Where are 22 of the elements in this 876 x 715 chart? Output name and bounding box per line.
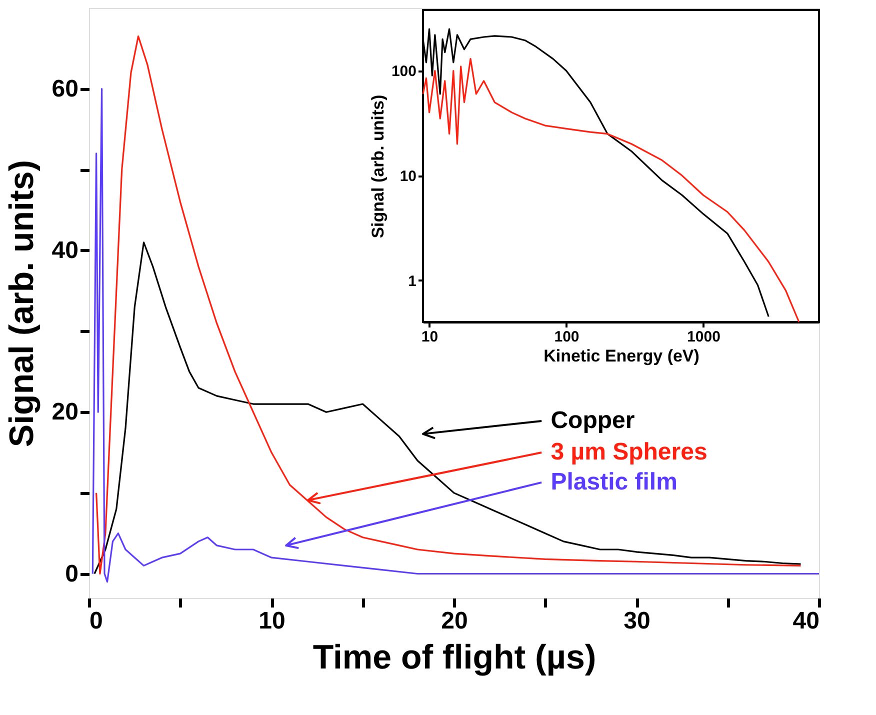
x-tick-label: 1000 <box>687 328 720 346</box>
x-tick-label: 10 <box>421 328 438 346</box>
y-tick-label: 100 <box>391 63 416 80</box>
y-axis-title: Signal (arb. units) <box>368 94 388 238</box>
x-axis-title: Kinetic Energy (eV) <box>544 346 700 366</box>
x-tick-label: 0 <box>90 608 103 634</box>
y-tick-label: 60 <box>52 75 78 102</box>
x-axis-title: Time of flight (µs) <box>312 638 596 676</box>
x-tick-label: 40 <box>792 608 820 634</box>
x-tick-label: 30 <box>624 608 650 634</box>
x-tick-label: 100 <box>554 328 580 346</box>
y-tick-label: 40 <box>52 236 78 264</box>
x-tick-label: 20 <box>441 608 468 634</box>
text: Plastic film <box>550 468 678 496</box>
y-tick-label: 1 <box>408 272 416 290</box>
legend-label: Copper <box>550 407 635 434</box>
y-tick-label: 10 <box>400 168 416 186</box>
y-tick-label: 20 <box>52 398 78 426</box>
text: 3 µm Spheres <box>550 438 708 466</box>
x-tick-label: 10 <box>258 608 286 634</box>
y-tick-label: 0 <box>65 560 78 588</box>
y-axis-title: Signal (arb. units) <box>2 160 41 448</box>
